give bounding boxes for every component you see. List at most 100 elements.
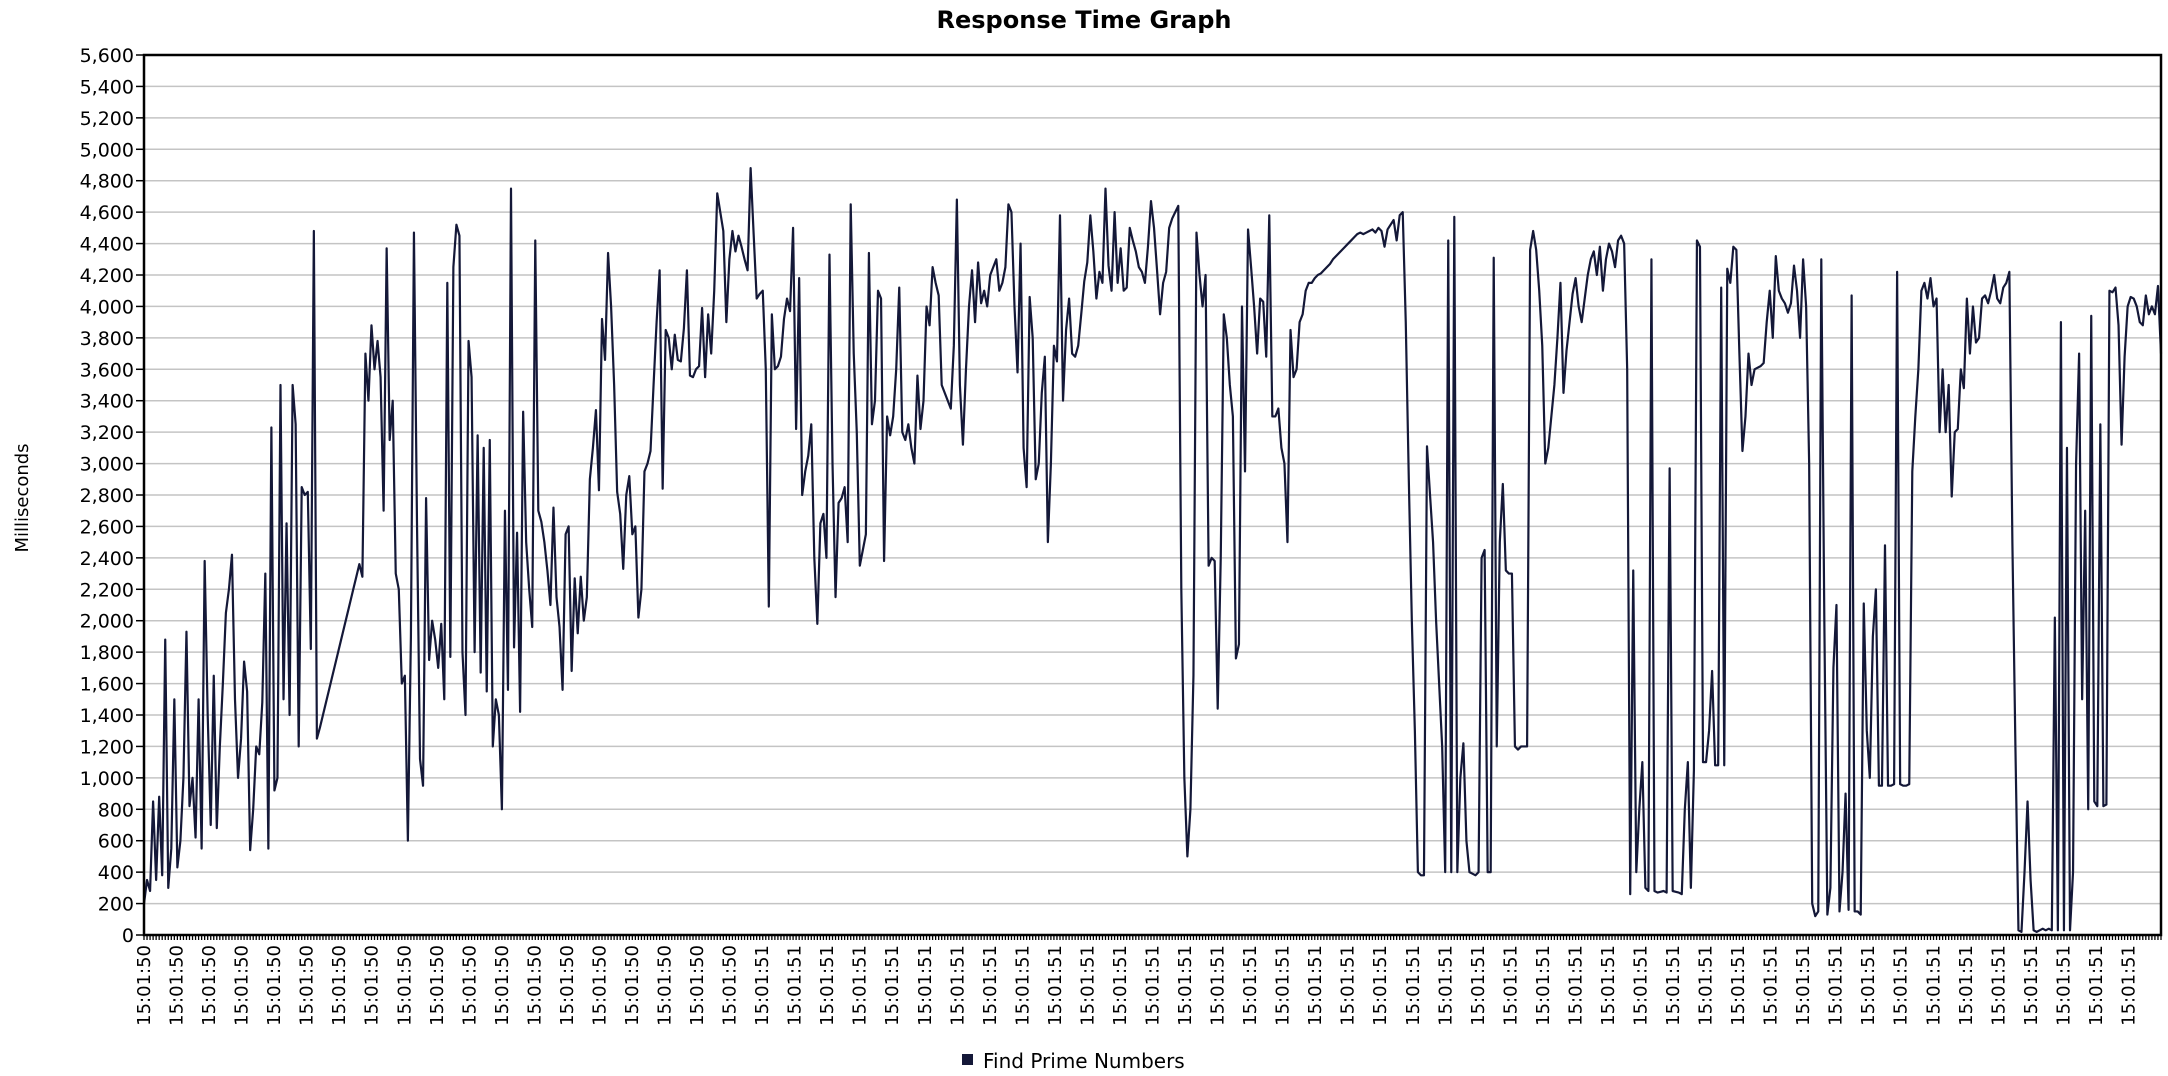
x-tick-label: 15:01:51	[1370, 945, 1391, 1026]
y-tick-label: 5,600	[80, 45, 134, 67]
x-tick-label: 15:01:50	[394, 945, 415, 1026]
y-tick-label: 3,400	[80, 391, 134, 413]
x-tick-label: 15:01:51	[1696, 945, 1717, 1026]
y-tick-label: 5,400	[80, 76, 134, 98]
x-tick-label: 15:01:51	[2021, 945, 2042, 1026]
y-tick-label: 4,600	[80, 202, 134, 224]
x-tick-label: 15:01:50	[134, 945, 155, 1026]
x-tick-label: 15:01:51	[2053, 945, 2074, 1026]
x-axis-ticks: 15:01:50 15:01:50 15:01:50 15:01:50 15:01:50…	[134, 935, 2162, 1026]
y-tick-label: 5,000	[80, 139, 134, 161]
x-tick-label: 15:01:51	[1175, 945, 1196, 1026]
y-tick-label: 0	[122, 925, 134, 947]
x-tick-label: 15:01:51	[850, 945, 871, 1026]
x-tick-label: 15:01:50	[459, 945, 480, 1026]
x-tick-label: 15:01:51	[947, 945, 968, 1026]
y-tick-label: 200	[98, 894, 134, 916]
y-tick-label: 4,400	[80, 234, 134, 256]
x-tick-label: 15:01:51	[2086, 945, 2107, 1026]
x-tick-label: 15:01:51	[1305, 945, 1326, 1026]
x-tick-label: 15:01:51	[1435, 945, 1456, 1026]
x-tick-label: 15:01:51	[1012, 945, 1033, 1026]
x-tick-label: 15:01:51	[1988, 945, 2009, 1026]
x-tick-label: 15:01:51	[1858, 945, 1879, 1026]
y-tick-label: 4,800	[80, 171, 134, 193]
x-tick-label: 15:01:51	[1500, 945, 1521, 1026]
y-tick-label: 3,800	[80, 328, 134, 350]
y-tick-label: 4,000	[80, 296, 134, 318]
x-tick-label: 15:01:51	[752, 945, 773, 1026]
x-tick-label: 15:01:51	[1143, 945, 1164, 1026]
y-tick-label: 3,200	[80, 422, 134, 444]
x-tick-label: 15:01:51	[1956, 945, 1977, 1026]
series-layer	[142, 167, 2163, 933]
x-tick-label: 15:01:51	[1793, 945, 1814, 1026]
x-tick-label: 15:01:50	[492, 945, 513, 1026]
legend-swatch	[962, 1054, 973, 1065]
x-tick-label: 15:01:51	[915, 945, 936, 1026]
chart-title: Response Time Graph	[937, 6, 1232, 34]
x-tick-label: 15:01:51	[1891, 945, 1912, 1026]
x-tick-label: 15:01:51	[980, 945, 1001, 1026]
x-tick-label: 15:01:50	[199, 945, 220, 1026]
x-tick-label: 15:01:51	[1045, 945, 1066, 1026]
x-tick-label: 15:01:51	[1208, 945, 1229, 1026]
x-tick-label: 15:01:51	[1826, 945, 1847, 1026]
x-tick-label: 15:01:50	[329, 945, 350, 1026]
y-tick-label: 600	[98, 831, 134, 853]
x-tick-label: 15:01:51	[1077, 945, 1098, 1026]
x-tick-label: 15:01:51	[1110, 945, 1131, 1026]
x-tick-label: 15:01:51	[1240, 945, 1261, 1026]
x-tick-label: 15:01:50	[687, 945, 708, 1026]
x-tick-label: 15:01:51	[1761, 945, 1782, 1026]
legend: Find Prime Numbers	[962, 1049, 1185, 1073]
y-tick-label: 2,400	[80, 548, 134, 570]
x-tick-label: 15:01:51	[1273, 945, 1294, 1026]
x-tick-label: 15:01:51	[1565, 945, 1586, 1026]
x-tick-label: 15:01:50	[557, 945, 578, 1026]
y-tick-label: 1,800	[80, 642, 134, 664]
y-tick-label: 1,200	[80, 736, 134, 758]
y-tick-label: 1,400	[80, 705, 134, 727]
y-tick-label: 5,200	[80, 108, 134, 130]
y-tick-label: 2,800	[80, 485, 134, 507]
x-tick-label: 15:01:51	[882, 945, 903, 1026]
x-tick-label: 15:01:51	[2119, 945, 2140, 1026]
plot-area-frame	[142, 53, 2163, 937]
x-tick-label: 15:01:51	[1663, 945, 1684, 1026]
x-tick-label: 15:01:50	[655, 945, 676, 1026]
x-tick-label: 15:01:50	[362, 945, 383, 1026]
y-tick-label: 1,000	[80, 768, 134, 790]
x-tick-label: 15:01:50	[264, 945, 285, 1026]
x-tick-label: 15:01:50	[232, 945, 253, 1026]
x-tick-label: 15:01:51	[1338, 945, 1359, 1026]
series-line	[142, 167, 2163, 933]
x-tick-label: 15:01:50	[720, 945, 741, 1026]
y-tick-label: 2,200	[80, 579, 134, 601]
x-tick-label: 15:01:51	[785, 945, 806, 1026]
y-tick-label: 1,600	[80, 674, 134, 696]
x-tick-label: 15:01:51	[1728, 945, 1749, 1026]
x-tick-label: 15:01:50	[297, 945, 318, 1026]
y-tick-label: 3,000	[80, 454, 134, 476]
x-tick-label: 15:01:51	[1631, 945, 1652, 1026]
x-tick-label: 15:01:51	[1598, 945, 1619, 1026]
y-axis-ticks: 0 200 400 600 800 1,000 1,200 1,400 1,600 1,800 2,…	[80, 45, 144, 947]
x-tick-label: 15:01:51	[1468, 945, 1489, 1026]
y-tick-label: 800	[98, 799, 134, 821]
x-tick-label: 15:01:51	[1923, 945, 1944, 1026]
x-tick-label: 15:01:50	[590, 945, 611, 1026]
y-axis-label: Milliseconds	[12, 443, 33, 552]
y-tick-label: 2,000	[80, 611, 134, 633]
x-tick-label: 15:01:51	[1403, 945, 1424, 1026]
x-tick-label: 15:01:50	[167, 945, 188, 1026]
y-tick-label: 400	[98, 862, 134, 884]
x-tick-label: 15:01:50	[427, 945, 448, 1026]
y-tick-label: 3,600	[80, 359, 134, 381]
x-tick-label: 15:01:50	[524, 945, 545, 1026]
x-tick-label: 15:01:50	[622, 945, 643, 1026]
y-tick-label: 4,200	[80, 265, 134, 287]
x-tick-label: 15:01:51	[1533, 945, 1554, 1026]
y-tick-label: 2,600	[80, 516, 134, 538]
